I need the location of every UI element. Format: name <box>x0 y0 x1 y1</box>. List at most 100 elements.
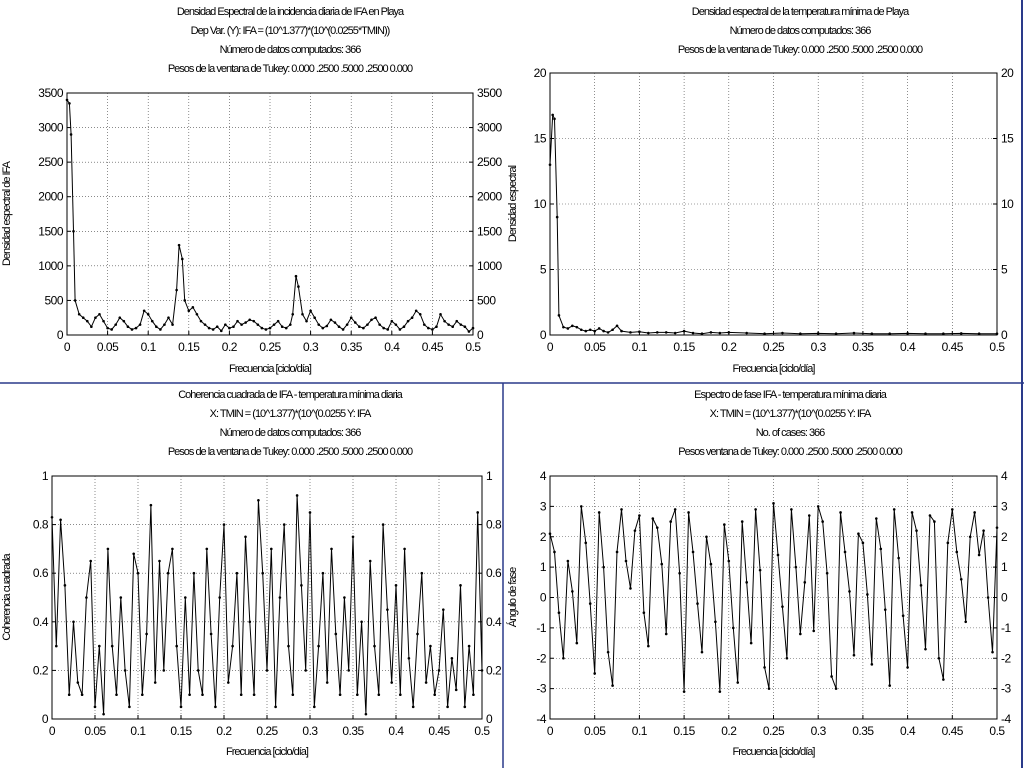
data-point <box>776 553 780 557</box>
data-point <box>98 644 101 648</box>
data-point <box>727 331 731 334</box>
y-tick-label: 2500 <box>38 155 64 169</box>
x-tick-label: 0.3 <box>811 340 827 354</box>
data-point <box>579 505 583 508</box>
data-point <box>422 323 426 326</box>
data-point <box>381 523 385 526</box>
x-tick-label: 0.05 <box>584 724 606 738</box>
data-point <box>343 596 346 599</box>
data-point <box>588 328 592 332</box>
y-tick-label: 1 <box>42 469 49 483</box>
data-point <box>995 526 999 529</box>
data-point <box>566 559 570 563</box>
y-tick-label-right: 0.4 <box>486 615 502 629</box>
data-point <box>968 535 972 539</box>
y-tick-label: 3 <box>540 499 547 513</box>
data-point <box>647 644 650 648</box>
data-point <box>80 693 84 696</box>
data-point <box>678 571 681 575</box>
data-point <box>102 712 105 716</box>
data-point <box>709 331 713 334</box>
data-point <box>386 608 389 611</box>
x-tick-label: 0.15 <box>673 340 695 354</box>
data-point <box>736 681 740 684</box>
data-point <box>146 312 150 316</box>
data-point <box>295 494 299 497</box>
data-point <box>901 614 905 618</box>
data-point <box>420 571 424 575</box>
y-tick-label-right: -2 <box>1001 651 1011 665</box>
data-point <box>366 323 369 326</box>
x-tick-label: 0.25 <box>256 724 278 738</box>
data-point <box>214 705 217 709</box>
y-tick-label-right: 1 <box>486 469 493 483</box>
y-tick-label: 0.4 <box>33 615 49 629</box>
data-point <box>368 559 372 563</box>
data-point <box>73 299 77 302</box>
data-point <box>439 312 442 316</box>
data-point <box>399 693 402 696</box>
y-axis-label: Coherencia cuadrada <box>1 553 13 641</box>
chart-title-line-2: X: TMIN = (10^1.377)*(10^(0.0255 Y: IFA <box>710 408 872 420</box>
data-point <box>606 331 610 334</box>
x-tick-label: 0 <box>547 724 554 738</box>
data-point <box>358 325 361 329</box>
data-point <box>374 316 377 320</box>
data-point <box>403 547 406 551</box>
x-tick-label: 0.2 <box>222 340 238 354</box>
x-tick-label: 0 <box>64 340 71 354</box>
data-point <box>463 705 467 709</box>
data-point <box>270 547 273 551</box>
data-point <box>55 644 58 648</box>
data-point <box>199 319 203 323</box>
data-point <box>597 511 601 514</box>
data-point <box>910 511 914 514</box>
y-tick-label-right: 15 <box>1001 132 1014 146</box>
y-tick-label: 15 <box>534 132 547 146</box>
data-point <box>476 511 480 514</box>
data-point <box>615 324 619 328</box>
chart-panel-squared-coherence: Coherencia cuadrada de IFA - temperatura… <box>1 389 503 758</box>
data-point <box>377 693 381 696</box>
x-tick-label: 0.1 <box>632 340 648 354</box>
y-tick-label: 5 <box>540 263 547 277</box>
data-point <box>68 102 71 105</box>
data-point <box>429 644 432 648</box>
x-tick-label: 0.45 <box>428 724 450 738</box>
chart-title-line-2: Dep Var. (Y): IFA = (10^1.377)*(10^(0.02… <box>191 25 390 37</box>
data-point <box>763 666 766 669</box>
data-point <box>709 562 713 566</box>
data-point <box>313 316 316 320</box>
data-point <box>115 693 118 696</box>
data-point <box>406 319 410 323</box>
data-point <box>353 321 357 324</box>
data-point <box>239 693 243 696</box>
data-point <box>467 644 471 648</box>
x-tick-label: 0.1 <box>141 340 157 354</box>
data-point <box>287 644 290 648</box>
data-point <box>651 517 655 520</box>
data-point <box>669 520 672 523</box>
x-tick-label: 0 <box>547 340 554 354</box>
data-point <box>110 328 113 331</box>
data-point <box>620 329 623 333</box>
data-point <box>305 319 308 323</box>
data-point <box>682 329 686 333</box>
data-point <box>691 331 695 335</box>
data-point <box>442 608 445 611</box>
data-point <box>575 641 579 645</box>
data-point <box>830 675 833 678</box>
data-point <box>597 327 601 330</box>
y-tick-label-right: 1000 <box>477 259 503 273</box>
data-point <box>142 309 146 313</box>
data-point <box>256 323 260 326</box>
data-point <box>548 532 552 536</box>
x-tick-label: 0.15 <box>178 340 200 354</box>
x-tick-label: 0.4 <box>384 340 400 354</box>
x-tick-label: 0.2 <box>216 724 232 738</box>
data-point <box>145 632 148 636</box>
x-axis-label: Frecuencia [ciclo/día] <box>733 746 816 758</box>
y-tick-label: 2000 <box>38 190 64 204</box>
data-point <box>866 593 869 596</box>
data-point <box>313 705 316 709</box>
